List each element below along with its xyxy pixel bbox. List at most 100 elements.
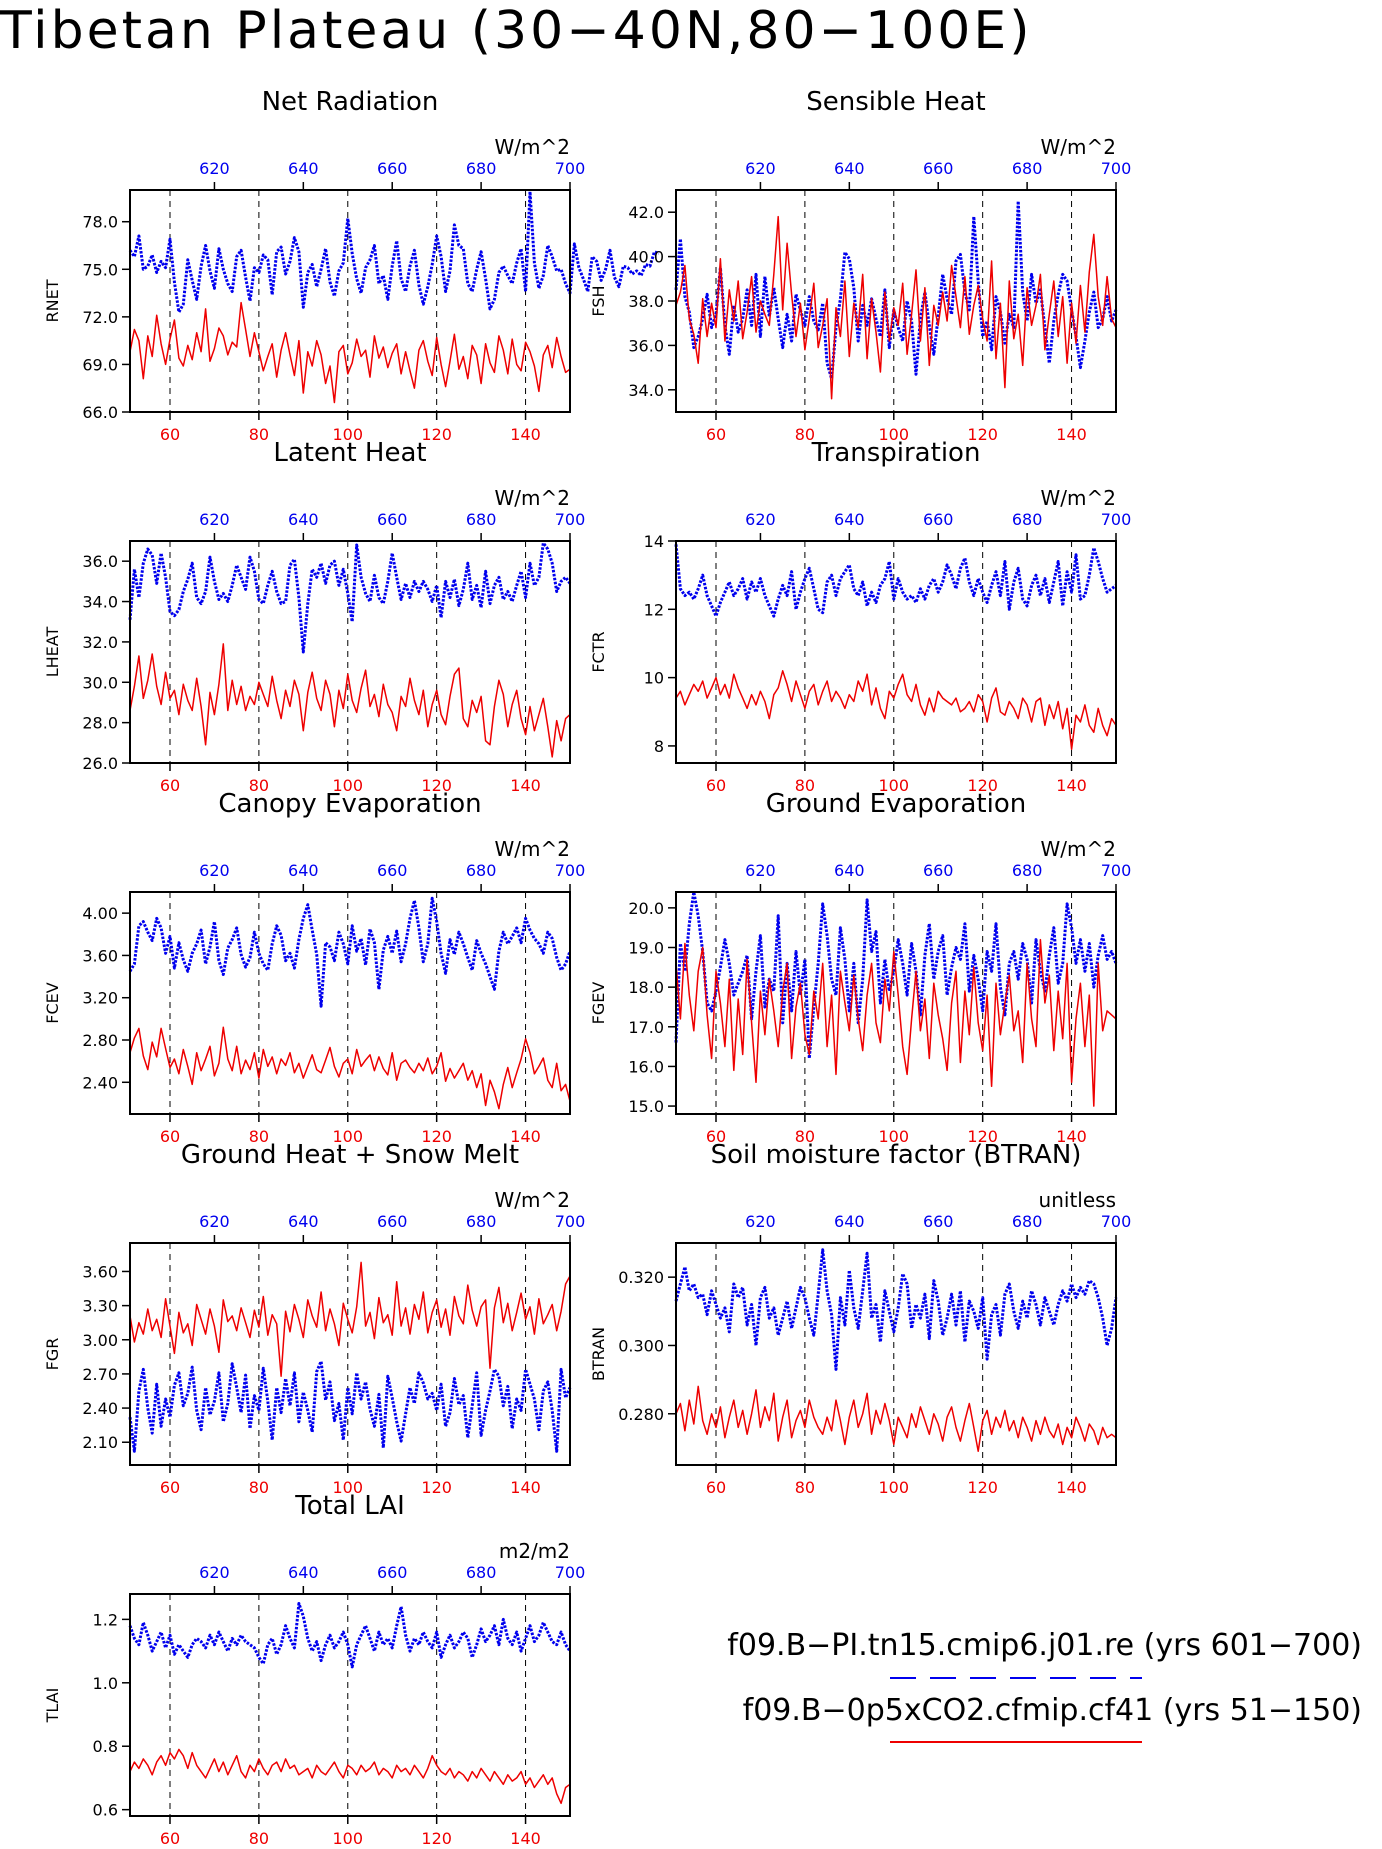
y-tick-label: 75.0: [82, 260, 118, 279]
x-tick-label-bottom: 100: [879, 1478, 910, 1497]
x-tick-label-bottom: 80: [249, 1127, 269, 1146]
y-tick-label: 3.60: [82, 946, 118, 965]
chart-panel-2: Sensible Heat W/m^2 60 80 100 120 140 620 640 660…: [589, 87, 1131, 444]
x-tick-label-top: 640: [834, 1212, 865, 1231]
x-tick-label-top: 680: [1012, 510, 1043, 529]
units-label: W/m^2: [495, 837, 570, 861]
y-tick-label: 30.0: [82, 673, 118, 692]
page-title: Tibetan Plateau (30−40N,80−100E): [0, 1, 1033, 61]
x-tick-label-top: 660: [923, 861, 954, 880]
x-tick-label-bottom: 120: [421, 1478, 452, 1497]
series-line-red: [675, 670, 1117, 751]
x-tick-label-bottom: 80: [795, 776, 815, 795]
x-tick-label-top: 620: [199, 1563, 230, 1582]
chart-panel-4: Transpiration W/m^2 60 80 100 120 140 620 640 660…: [589, 438, 1131, 795]
x-tick-label-bottom: 100: [333, 1478, 364, 1497]
series-line-red: [129, 1261, 571, 1377]
series-line-blue: [674, 1248, 1118, 1371]
y-axis-label: RNET: [43, 279, 62, 322]
x-tick-label-bottom: 120: [967, 1478, 998, 1497]
x-tick-label-bottom: 140: [1056, 776, 1087, 795]
legend: f09.B−PI.tn15.cmip6.j01.re (yrs 601−700)…: [727, 1628, 1362, 1743]
series-line-red: [129, 1026, 571, 1110]
x-tick-label-top: 660: [923, 510, 954, 529]
y-tick-label: 14: [644, 532, 664, 551]
y-tick-label: 1.2: [93, 1610, 118, 1629]
y-tick-label: 16.0: [628, 1057, 664, 1076]
units-label: unitless: [1039, 1188, 1116, 1212]
x-tick-label-top: 640: [288, 1563, 319, 1582]
y-axis-label: FGR: [43, 1338, 62, 1371]
x-tick-label-bottom: 140: [510, 1829, 541, 1848]
x-tick-label-top: 680: [466, 1212, 497, 1231]
x-tick-label-top: 680: [1012, 1212, 1043, 1231]
y-tick-label: 18.0: [628, 978, 664, 997]
x-tick-label-bottom: 140: [510, 425, 541, 444]
series-line-red: [675, 938, 1117, 1107]
x-tick-label-bottom: 100: [333, 1127, 364, 1146]
y-tick-label: 17.0: [628, 1018, 664, 1037]
x-tick-label-top: 700: [1101, 861, 1132, 880]
units-label: W/m^2: [495, 135, 570, 159]
x-tick-label-top: 700: [555, 159, 586, 178]
x-tick-label-bottom: 140: [1056, 425, 1087, 444]
chart-panel-9: Total LAI m2/m2 60 80 100 120 140 620 640 660 680 7…: [43, 1491, 585, 1848]
y-tick-label: 4.00: [82, 904, 118, 923]
units-label: W/m^2: [495, 486, 570, 510]
y-axis-label: TLAI: [43, 1688, 62, 1724]
chart-panels: Net Radiation W/m^2 60 80 100 120 140 620 640 660…: [43, 87, 1131, 1848]
x-tick-label-bottom: 120: [421, 1127, 452, 1146]
x-tick-label-top: 640: [834, 510, 865, 529]
y-axis-label: FCTR: [589, 631, 608, 672]
y-tick-label: 32.0: [82, 633, 118, 652]
y-tick-label: 2.70: [82, 1365, 118, 1384]
y-tick-label: 2.10: [82, 1433, 118, 1452]
x-tick-label-top: 700: [555, 861, 586, 880]
units-label: W/m^2: [1041, 486, 1116, 510]
chart-panel-3: Latent Heat W/m^2 60 80 100 120 140 620 640 660 68…: [43, 438, 585, 795]
y-tick-label: 36.0: [628, 336, 664, 355]
y-tick-label: 2.40: [82, 1073, 118, 1092]
panel-frame: [129, 189, 571, 413]
x-tick-label-bottom: 60: [160, 1127, 180, 1146]
x-tick-label-bottom: 100: [879, 1127, 910, 1146]
x-tick-label-top: 680: [466, 1563, 497, 1582]
y-tick-label: 72.0: [82, 308, 118, 327]
y-tick-label: 0.6: [93, 1801, 118, 1820]
x-tick-label-top: 620: [745, 861, 776, 880]
panel-title: Transpiration: [811, 438, 981, 468]
y-tick-label: 0.320: [618, 1268, 664, 1287]
series-line-red: [129, 643, 571, 758]
y-tick-label: 15.0: [628, 1097, 664, 1116]
y-tick-label: 1.0: [93, 1674, 118, 1693]
x-tick-label-top: 700: [1101, 510, 1132, 529]
series-line-red: [675, 215, 1117, 400]
x-tick-label-top: 700: [555, 510, 586, 529]
x-tick-label-top: 700: [1101, 1212, 1132, 1231]
y-tick-label: 34.0: [628, 381, 664, 400]
y-tick-label: 19.0: [628, 939, 664, 958]
x-tick-label-bottom: 60: [160, 1829, 180, 1848]
x-tick-label-top: 640: [288, 159, 319, 178]
y-tick-label: 2.80: [82, 1031, 118, 1050]
x-tick-label-bottom: 80: [249, 425, 269, 444]
y-axis-label: FGEV: [589, 982, 608, 1025]
panel-frame: [129, 540, 571, 764]
y-tick-label: 3.20: [82, 989, 118, 1008]
x-tick-label-bottom: 80: [795, 425, 815, 444]
y-tick-label: 3.60: [82, 1262, 118, 1281]
x-tick-label-bottom: 80: [249, 776, 269, 795]
y-tick-label: 0.300: [618, 1336, 664, 1355]
x-tick-label-top: 620: [745, 159, 776, 178]
x-tick-label-top: 640: [288, 1212, 319, 1231]
x-tick-label-top: 620: [745, 1212, 776, 1231]
y-axis-label: BTRAN: [589, 1327, 608, 1381]
x-tick-label-top: 680: [466, 510, 497, 529]
y-tick-label: 34.0: [82, 593, 118, 612]
series-line-blue: [128, 1359, 572, 1453]
panel-title: Total LAI: [294, 1491, 405, 1521]
panel-title: Ground Heat + Snow Melt: [181, 1140, 519, 1170]
x-tick-label-bottom: 120: [967, 1127, 998, 1146]
